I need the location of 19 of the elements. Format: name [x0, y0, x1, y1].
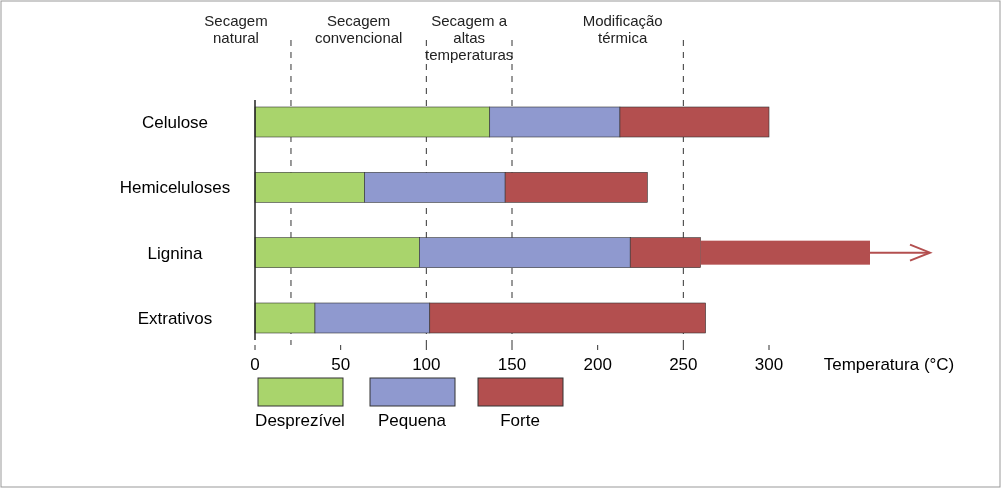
- y-tick-label: Celulose: [141, 113, 209, 132]
- annotation: Secagem natural: [204, 12, 268, 46]
- y-tick-label: Hemiceluloses: [119, 178, 231, 198]
- legend-label: Pequena: [377, 411, 447, 430]
- x-tick-label: 50: [331, 355, 351, 374]
- legend-label: Desprezível: [255, 411, 345, 430]
- annotation: Modificação térmica: [582, 12, 663, 46]
- x-tick-label: 300: [754, 355, 784, 374]
- y-tick-label: Lignina: [147, 243, 203, 263]
- x-tick-label: 250: [669, 355, 698, 374]
- x-tick-label: 100: [412, 355, 441, 374]
- x-axis-title: Temperatura (°C): [823, 355, 955, 374]
- x-tick-label: 150: [497, 355, 527, 374]
- x-tick-label: 200: [583, 355, 612, 374]
- annotation: Secagem convencional: [314, 12, 403, 46]
- y-tick-label: Extrativos: [137, 309, 213, 328]
- legend-label: Forte: [500, 411, 540, 430]
- annotation: Secagem a altas temperaturas: [424, 12, 514, 63]
- x-tick-label: 0: [250, 355, 260, 374]
